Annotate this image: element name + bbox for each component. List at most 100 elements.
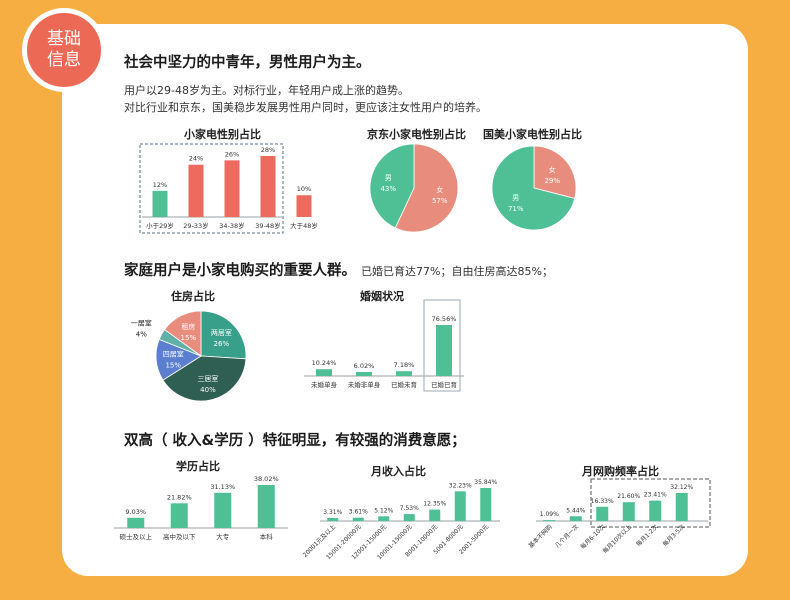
freq-tick-label-0: 基本不网购 bbox=[527, 523, 554, 550]
age-tick-label-4: 大于48岁 bbox=[290, 221, 318, 230]
chart-title-freq: 月网购频率占比 bbox=[582, 465, 659, 478]
housing-slice-name-4: 租房 bbox=[181, 322, 195, 331]
marriage-bar-3 bbox=[436, 325, 452, 376]
housing-slice-0 bbox=[200, 310, 247, 360]
edu-bar-1 bbox=[170, 503, 188, 528]
income-value-label-6: 35.84% bbox=[474, 479, 497, 486]
freq-value-label-5: 32.12% bbox=[670, 484, 693, 491]
age-bar-2 bbox=[224, 160, 240, 217]
section-badge: 基础 信息 bbox=[22, 8, 106, 92]
income-bar-1 bbox=[352, 517, 364, 521]
housing-slice-name-0: 两居室 bbox=[211, 328, 232, 337]
jd-slice-0 bbox=[394, 143, 459, 233]
housing-slice-name-3: 一居室 bbox=[131, 319, 152, 328]
badge-line2: 信息 bbox=[47, 50, 81, 70]
income-bar-4 bbox=[429, 509, 441, 521]
section1-line1: 用户以29-48岁为主。对标行业，年轻用户成上涨的趋势。 bbox=[124, 84, 409, 97]
income-bar-3 bbox=[403, 514, 415, 521]
marriage-value-label-2: 7.18% bbox=[394, 361, 415, 369]
edu-bar-3 bbox=[257, 485, 275, 528]
housing-slice-label-3: 4% bbox=[136, 331, 147, 339]
marriage-bar-2 bbox=[396, 371, 412, 376]
section3-heading: 双高（ 收入&学历 ）特征明显，有较强的消费意愿； bbox=[124, 433, 466, 449]
section2-heading-row: 家庭用户是小家电购买的重要人群。 已婚已育达77%；自由住房高达85%； bbox=[124, 259, 553, 280]
housing-slice-label-4: 15% bbox=[181, 334, 197, 342]
age-value-label-1: 24% bbox=[189, 155, 203, 163]
freq-value-label-4: 23.41% bbox=[644, 492, 667, 499]
freq-bar-0 bbox=[543, 520, 556, 521]
marriage-tick-label-2: 已婚未育 bbox=[391, 380, 418, 389]
content-card bbox=[62, 24, 748, 576]
gm-slice-1 bbox=[491, 145, 576, 231]
freq-value-label-3: 21.60% bbox=[617, 493, 640, 500]
freq-bar-5 bbox=[675, 493, 688, 521]
housing-slice-4 bbox=[164, 310, 202, 357]
freq-value-label-0: 1.09% bbox=[540, 511, 559, 518]
income-value-label-2: 5.12% bbox=[374, 507, 393, 514]
age-tick-label-0: 小于29岁 bbox=[146, 221, 174, 230]
marriage-value-label-0: 10.24% bbox=[312, 359, 337, 367]
chart-title-edu: 学历占比 bbox=[176, 460, 220, 473]
freq-value-label-2: 16.33% bbox=[591, 498, 614, 505]
age-tick-label-3: 39-48岁 bbox=[255, 221, 280, 230]
marriage-value-label-3: 76.56% bbox=[432, 315, 457, 323]
marriage-tick-label-0: 未婚单身 bbox=[311, 380, 338, 389]
age-highlight-box bbox=[139, 143, 284, 234]
freq-bar-2 bbox=[596, 506, 609, 521]
marriage-value-label-1: 6.02% bbox=[354, 362, 375, 370]
income-value-label-3: 7.53% bbox=[400, 505, 419, 512]
gm-slice-name-1: 男 bbox=[512, 194, 519, 202]
edu-bar-0 bbox=[127, 517, 145, 528]
housing-slice-name-2: 四居室 bbox=[163, 350, 184, 359]
marriage-bar-1 bbox=[356, 371, 372, 376]
chart-title-marriage: 婚姻状况 bbox=[360, 290, 404, 303]
chart-title-gm: 国美小家电性别占比 bbox=[483, 128, 582, 141]
age-bar-1 bbox=[188, 164, 204, 217]
edu-bar-2 bbox=[214, 492, 232, 528]
edu-value-label-0: 9.03% bbox=[125, 508, 146, 516]
gm-slice-name-0: 女 bbox=[549, 165, 556, 174]
age-value-label-3: 28% bbox=[261, 146, 275, 154]
freq-bar-1 bbox=[569, 516, 582, 521]
age-tick-label-1: 29-33岁 bbox=[183, 221, 208, 230]
edu-tick-label-2: 大专 bbox=[216, 532, 230, 541]
marriage-tick-label-3: 已婚已育 bbox=[431, 380, 458, 389]
edu-tick-label-0: 硕士及以上 bbox=[120, 532, 153, 541]
income-bar-6 bbox=[480, 488, 492, 521]
edu-value-label-1: 21.82% bbox=[167, 493, 192, 501]
housing-slice-label-0: 26% bbox=[214, 340, 230, 348]
freq-value-label-1: 5.44% bbox=[566, 507, 585, 514]
income-bar-5 bbox=[454, 491, 466, 521]
badge-line1: 基础 bbox=[47, 29, 81, 49]
freq-highlight-box bbox=[590, 478, 711, 528]
housing-slice-label-2: 15% bbox=[165, 362, 181, 370]
age-value-label-0: 12% bbox=[153, 181, 167, 189]
gm-slice-0 bbox=[533, 145, 577, 199]
marriage-highlight-box bbox=[423, 299, 461, 392]
freq-bar-4 bbox=[649, 500, 662, 521]
edu-value-label-3: 38.02% bbox=[254, 475, 279, 483]
chart-title-income: 月收入占比 bbox=[371, 465, 426, 478]
jd-slice-name-0: 女 bbox=[436, 185, 443, 194]
edu-tick-label-1: 高中及以下 bbox=[163, 532, 196, 541]
income-bar-2 bbox=[378, 516, 390, 521]
age-value-label-4: 10% bbox=[297, 185, 311, 193]
freq-bar-3 bbox=[622, 502, 635, 521]
edu-tick-label-3: 本科 bbox=[260, 532, 274, 541]
edu-value-label-2: 31.13% bbox=[210, 483, 235, 491]
age-bar-4 bbox=[296, 195, 312, 217]
gm-slice-label-0: 29% bbox=[544, 177, 560, 185]
housing-slice-label-1: 40% bbox=[200, 386, 216, 394]
chart-title-jd: 京东小家电性别占比 bbox=[367, 128, 466, 141]
jd-slice-label-0: 57% bbox=[432, 197, 448, 205]
age-value-label-2: 26% bbox=[225, 150, 239, 158]
jd-slice-name-1: 男 bbox=[385, 174, 392, 182]
chart-title-housing: 住房占比 bbox=[171, 290, 215, 303]
section1-heading: 社会中坚力的中青年，男性用户为主。 bbox=[124, 55, 371, 71]
age-bar-0 bbox=[152, 190, 168, 217]
jd-slice-label-1: 43% bbox=[380, 185, 396, 193]
section2-heading: 家庭用户是小家电购买的重要人群。 bbox=[124, 263, 356, 279]
income-value-label-0: 3.31% bbox=[323, 509, 342, 516]
chart-title-age: 小家电性别占比 bbox=[184, 128, 261, 141]
housing-slice-name-1: 三居室 bbox=[197, 374, 218, 383]
